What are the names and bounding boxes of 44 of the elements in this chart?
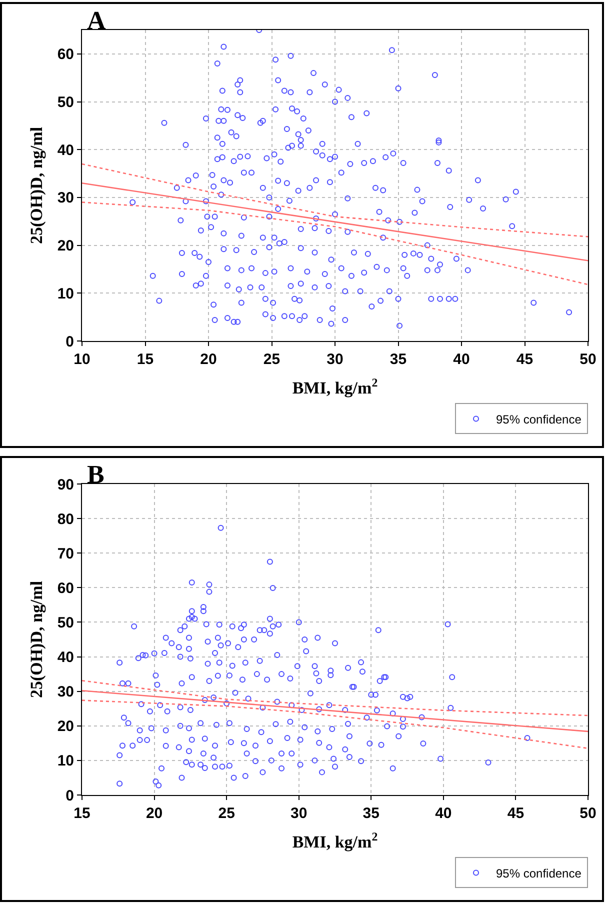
y-tick-label: 20	[57, 718, 74, 736]
y-tick-label: 10	[57, 285, 74, 302]
chart-title: B	[87, 460, 104, 489]
y-tick-label: 60	[57, 580, 74, 597]
x-tick-label: 20	[146, 805, 163, 822]
x-tick-label: 50	[580, 805, 596, 822]
x-tick-label: 25	[263, 351, 280, 368]
y-tick-label: 10	[57, 752, 74, 770]
x-tick-label: 50	[580, 351, 596, 368]
y-tick-label: 60	[57, 46, 74, 64]
x-tick-label: 40	[435, 805, 452, 822]
line-series	[82, 700, 588, 749]
y-tick-label: 20	[57, 238, 74, 255]
x-tick-label: 35	[362, 805, 380, 822]
y-tick-label: 40	[57, 142, 74, 159]
x-tick-label: 40	[453, 351, 470, 368]
x-tick-label: 20	[200, 351, 217, 368]
y-tick-label: 50	[57, 94, 74, 112]
legend-label: 95% confidence	[496, 412, 582, 426]
line-series	[82, 163, 588, 238]
x-tick-label: 35	[390, 351, 407, 368]
chart-title: A	[87, 6, 106, 35]
x-tick-label: 15	[74, 805, 90, 822]
y-tick-label: 70	[57, 545, 74, 562]
legend-label: 95% confidence	[496, 866, 582, 880]
y-tick-label: 0	[66, 787, 74, 804]
x-tick-label: 30	[290, 805, 308, 822]
y-tick-label: 30	[57, 190, 74, 207]
y-tick-label: 40	[57, 649, 74, 666]
y-tick-label: 50	[57, 614, 74, 632]
x-tick-label: 45	[507, 805, 524, 822]
x-tick-label: 25	[218, 805, 235, 822]
x-tick-label: 45	[516, 351, 534, 368]
y-tick-label: 0	[66, 333, 74, 350]
x-tick-label: 15	[136, 351, 154, 368]
x-axis-title: BMI, kg/m$^{2}$	[292, 829, 378, 852]
y-tick-label: 90	[57, 476, 74, 494]
y-tick-label: 30	[57, 684, 74, 701]
y-axis-title: 25(OH)D, ng/ml	[26, 580, 46, 698]
y-tick-label: 80	[57, 510, 74, 528]
y-axis-title: 25(OH)D, ng/ml	[26, 126, 46, 244]
x-tick-label: 30	[326, 351, 344, 368]
line-series	[82, 202, 588, 286]
x-axis-title: BMI, kg/m$^{2}$	[292, 375, 378, 398]
